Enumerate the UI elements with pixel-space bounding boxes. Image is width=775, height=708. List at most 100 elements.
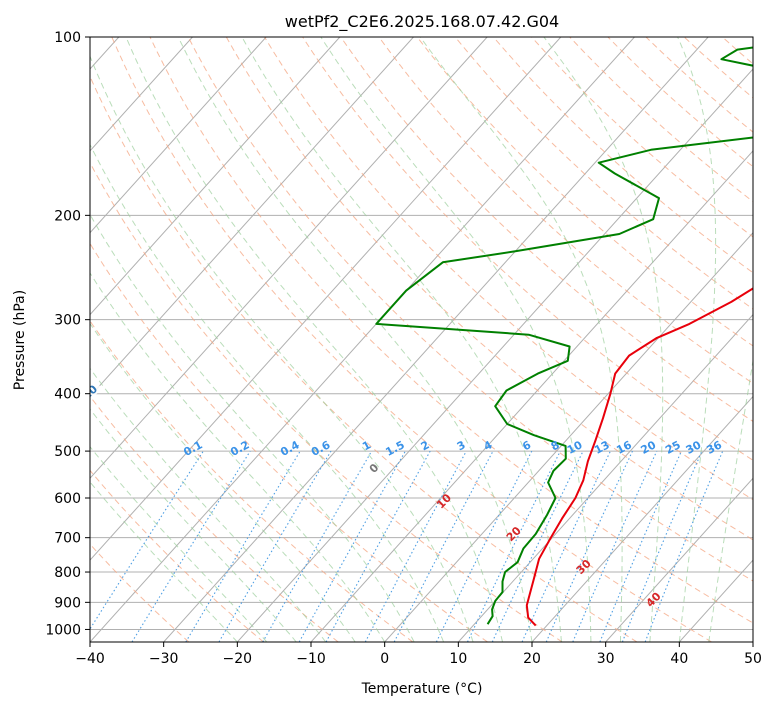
dry-adiabat-line [264,37,753,501]
dry-adiabat-line [90,543,190,642]
dry-adiabat-line [607,37,753,168]
mixing-ratio-label: 0.4 [278,438,302,459]
dry-adiabat-line [378,37,753,385]
isotherm-line [90,37,488,480]
dry-adiabat-line [454,37,753,310]
background-line-labels: 0.10.20.40.611.52346810131620253036-100-… [77,378,724,610]
moist-adiabat-line [419,37,623,642]
isotherm-line [384,231,753,642]
dry-adiabat-line [90,469,264,642]
mixing-ratio-line [262,450,373,642]
y-tick-label: 600 [54,491,81,507]
dry-adiabat-line [90,320,414,642]
y-tick-label: 500 [54,444,81,460]
mixing-ratio-label: 0.6 [309,438,333,459]
moist-adiabat-line [90,445,268,642]
moist-adiabat-line [90,408,297,642]
y-tick-label: 800 [54,565,81,581]
isotherm-line [90,37,562,561]
isotherm-line [163,37,709,642]
chart-title: wetPf2_C2E6.2025.168.07.42.G04 [285,12,559,32]
dry-adiabat-line [645,37,753,133]
isotherm-line [236,68,753,642]
y-tick-label: 400 [54,387,81,403]
moist-adiabat-label: 40 [644,590,664,610]
moist-adiabat-label: 20 [504,524,524,544]
mixing-ratio-label: 36 [704,438,724,457]
dry-adiabat-label: -10 [77,382,101,405]
y-axis-ticks: 100 200 300 400 500 600 700 800 900 1000 [45,30,90,638]
isotherm-line [90,37,193,152]
mixing-ratio-line [218,450,332,642]
mixing-ratio-line [364,450,467,642]
dry-adiabat-line [149,37,753,624]
moist-adiabat-line [90,143,445,642]
moist-adiabat-line [177,37,533,642]
moist-adiabat-label: 10 [434,491,454,511]
moist-adiabat-label: 0 [367,461,382,476]
x-tick-label: −30 [149,651,179,667]
y-tick-label: 900 [54,595,81,611]
moist-adiabat-line [677,37,717,642]
y-tick-label: 300 [54,313,81,329]
y-axis-label: Pressure (hPa) [12,290,28,390]
x-tick-label: 30 [597,651,615,667]
dry-adiabat-line [683,37,753,99]
isotherm-line [752,641,753,642]
x-tick-label: 10 [449,651,467,667]
isotherm-line [90,37,635,642]
mixing-ratio-label: 20 [639,438,659,457]
isotherm-line [678,559,753,642]
isotherm-line [605,477,753,642]
dry-adiabat-line [90,242,488,642]
mixing-ratio-label: 30 [684,438,704,457]
temperature-profile-line [525,287,753,627]
x-tick-label: 50 [744,651,762,667]
plot-frame [89,36,754,643]
y-tick-label: 1000 [45,622,81,638]
dry-adiabat-line [90,161,563,642]
sounding-series [375,46,753,627]
dry-adiabat-line [761,37,775,642]
mixing-ratio-label: 25 [663,438,683,457]
dry-adiabat-line [416,37,753,347]
x-tick-label: −20 [223,651,253,667]
x-axis-label: Temperature (°C) [361,681,483,697]
dry-adiabat-line [187,37,753,582]
moist-adiabat-line [90,272,386,642]
moist-adiabat-line [241,37,562,642]
moist-adiabat-line [90,367,327,642]
y-tick-label: 200 [54,208,81,224]
dry-adiabat-label-bg [90,378,103,408]
moist-adiabat-line [708,357,753,642]
x-axis-ticks: −40 −30 −20 −10 0 10 20 30 40 50 [75,642,762,667]
mixing-ratio-label: 10 [565,438,585,457]
mixing-ratio-line [572,450,658,642]
dry-adiabat-line [90,75,638,642]
dry-adiabat-line [90,395,339,642]
moist-adiabat-line [90,481,238,642]
y-tick-label: 700 [54,531,81,547]
dry-adiabat-line [493,37,753,274]
x-tick-label: −10 [296,651,326,667]
x-tick-label: 0 [380,651,389,667]
mixing-ratio-label: 16 [614,438,634,457]
grid-lines [90,37,753,642]
dewpoint-profile-line [375,46,753,625]
mixing-ratio-line [599,450,682,642]
mixing-ratio-line [491,450,584,642]
mixing-ratio-line [521,450,611,642]
isotherm-line [90,37,267,234]
mixing-ratio-line [185,450,301,642]
x-tick-label: 20 [523,651,541,667]
mixing-ratio-line [298,450,406,642]
isotherm-line [531,395,753,642]
isotherm-line [310,150,753,642]
dry-adiabat-line [225,37,753,541]
moist-adiabat-line [543,37,664,642]
moist-adiabat-line [125,37,503,642]
moist-adiabat-line [90,213,415,642]
mixing-ratio-line [621,450,703,642]
y-tick-label: 100 [54,30,81,46]
dry-adiabats [90,37,775,642]
